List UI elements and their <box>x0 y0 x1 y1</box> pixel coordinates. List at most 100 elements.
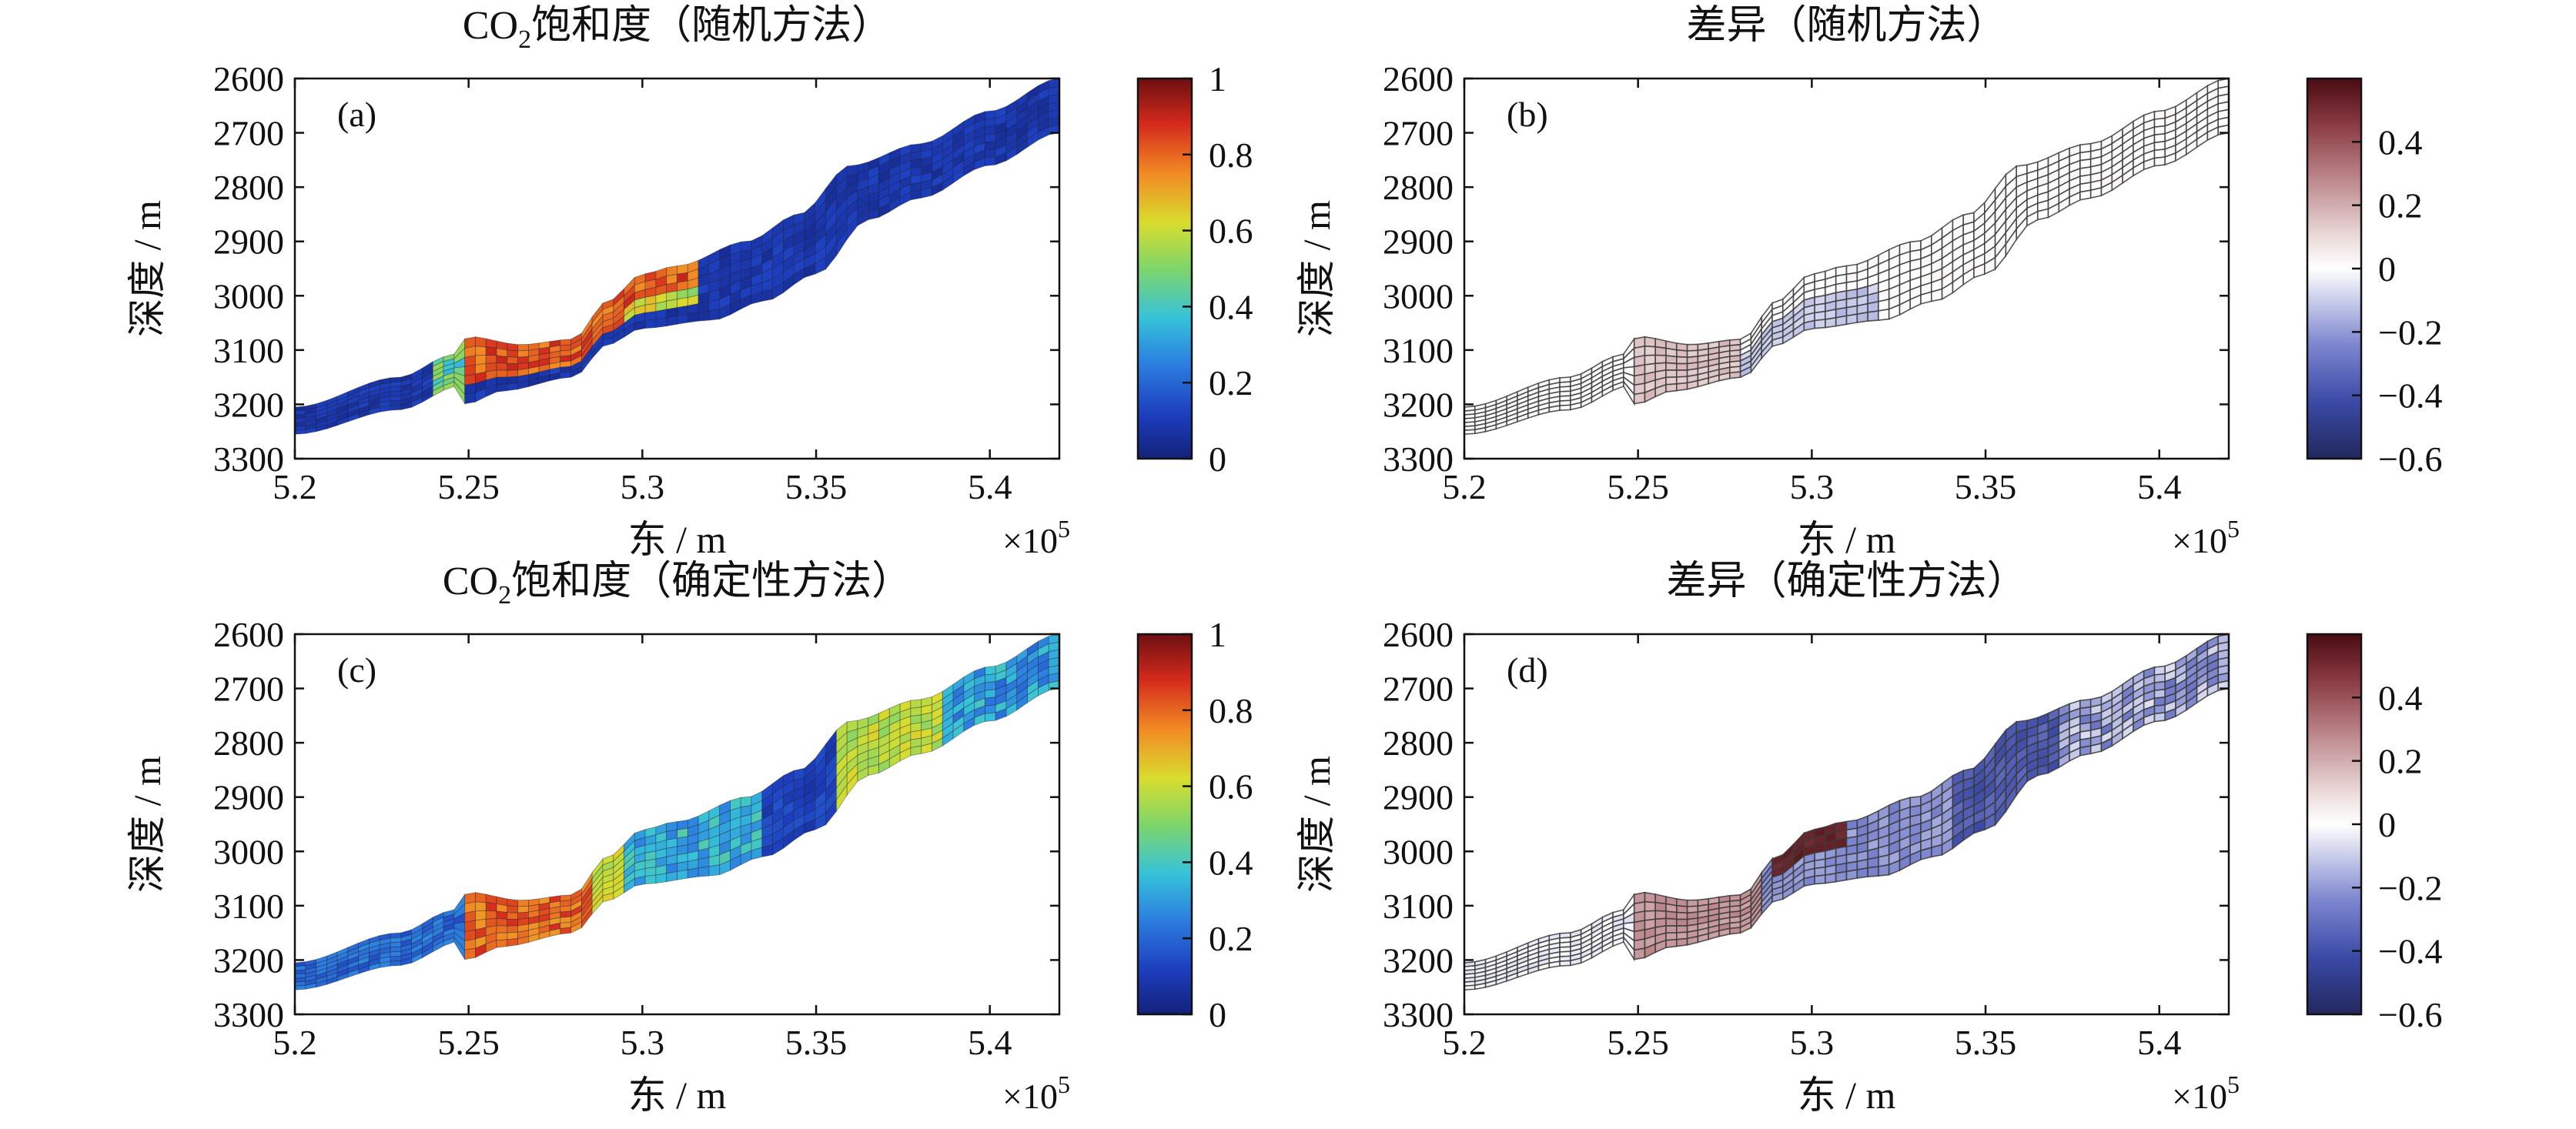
y-tick-label: 3300 <box>213 439 284 479</box>
y-tick-label: 2900 <box>1383 222 1454 262</box>
chart-title-prefix: 差异（随机方法） <box>1686 4 2006 48</box>
grid-cell <box>507 369 518 378</box>
plot-frame <box>293 633 1061 1016</box>
grid-cell <box>2079 745 2092 757</box>
grid-cell <box>485 355 497 364</box>
x-axis-multiplier: ×105 <box>1002 515 1070 560</box>
x-tick-label: 5.4 <box>968 1023 1012 1062</box>
grid-cell <box>2089 742 2103 755</box>
x-axis-label: 东 / m <box>628 1074 727 1117</box>
grid-cell <box>687 312 699 323</box>
grid-cell <box>1676 349 1688 359</box>
grid-cell <box>1686 935 1699 946</box>
y-tick-label: 2800 <box>213 723 284 763</box>
grid-cell <box>496 932 508 941</box>
grid-cell <box>485 346 497 356</box>
grid-cell <box>1665 938 1678 949</box>
grid-cell <box>507 356 518 365</box>
grid-cell <box>644 874 657 885</box>
grid-cell <box>985 673 996 683</box>
grid-cell <box>507 342 518 352</box>
grid-cell <box>644 319 657 329</box>
x-axis-multiplier-base: ×10 <box>1002 1077 1058 1116</box>
grid-cell <box>1676 904 1688 914</box>
grid-cell <box>1729 371 1741 379</box>
y-tick-label: 2800 <box>1383 723 1454 763</box>
y-tick-label: 2800 <box>213 168 284 207</box>
grid-cell <box>496 925 508 934</box>
x-tick-label: 5.3 <box>1790 467 1835 506</box>
reservoir-grid <box>294 78 1060 435</box>
grid-cell <box>507 912 518 920</box>
grid-cell <box>910 745 922 757</box>
grid-cell <box>708 864 721 877</box>
grid-cell <box>496 939 508 948</box>
colorbar-tick-label: 0.2 <box>2378 742 2423 781</box>
grid-cell <box>1845 313 1858 326</box>
grid-cell <box>1814 319 1826 329</box>
reservoir-grid <box>1464 78 2230 436</box>
grid-cell <box>475 892 487 904</box>
grid-cell <box>708 309 721 321</box>
grid-cell <box>560 927 571 935</box>
x-tick-label: 5.25 <box>437 1023 500 1062</box>
y-tick-label: 3200 <box>213 385 284 424</box>
grid-cell <box>644 867 657 877</box>
grid-cell <box>1856 311 1868 323</box>
plot-frame <box>293 77 1061 460</box>
grid-cell <box>560 371 571 379</box>
grid-cell <box>475 901 487 912</box>
grid-cell <box>1803 319 1815 332</box>
grid-cell <box>507 905 518 914</box>
y-axis-label: 深度 / m <box>1295 756 1338 893</box>
x-tick-label: 5.3 <box>621 1023 665 1062</box>
grid-cell <box>507 362 518 371</box>
x-tick-label: 5.2 <box>1442 1023 1487 1062</box>
grid-cell <box>698 857 710 869</box>
chart-title-rest: 饱和度（确定性方法） <box>511 559 912 603</box>
colorbar-tick-label: 0.6 <box>1209 767 1253 807</box>
colorbar-tick-label: 0.6 <box>1209 212 1253 251</box>
grid-cell <box>1814 874 1826 885</box>
grid-cell <box>985 666 996 676</box>
grid-cell <box>985 118 996 128</box>
grid-cell <box>655 873 667 884</box>
grid-cell <box>1464 984 1476 991</box>
x-tick-label: 5.2 <box>273 467 317 506</box>
colorbar-tick-label: 0.2 <box>1209 363 1253 402</box>
grid-cell <box>985 125 996 135</box>
grid-cell <box>475 910 487 921</box>
y-tick-label: 3300 <box>1383 439 1454 479</box>
x-tick-label: 5.4 <box>968 467 1012 506</box>
x-tick-label: 5.35 <box>1955 1023 2017 1062</box>
grid-cell <box>485 902 497 912</box>
x-axis-multiplier-base: ×10 <box>2172 521 2227 560</box>
y-tick-label: 3100 <box>1383 887 1454 926</box>
reservoir-grid <box>294 633 1060 990</box>
grid-cell <box>1654 346 1667 356</box>
panel-b: 5.2 5.25 5.3 5.35 5.4 2600 2700 2800 2900 3000 310… <box>1295 4 2442 561</box>
grid-cell <box>496 362 508 371</box>
grid-cell <box>1654 910 1667 920</box>
x-axis-multiplier-exponent: 5 <box>1058 1071 1070 1098</box>
y-tick-label: 3000 <box>1383 276 1454 316</box>
grid-cell <box>1686 379 1699 390</box>
grid-cell <box>985 696 996 706</box>
y-tick-label: 3300 <box>1383 995 1454 1034</box>
colorbar-tick-label: 0.8 <box>1209 691 1253 730</box>
x-axis-multiplier-exponent: 5 <box>2227 515 2240 543</box>
grid-cell <box>464 392 476 405</box>
grid-cell <box>1644 891 1656 904</box>
grid-cell <box>1878 863 1890 877</box>
x-axis-multiplier-base: ×10 <box>1002 521 1058 560</box>
grid-cell <box>1644 336 1656 348</box>
grid-cell <box>390 960 402 967</box>
grid-cell <box>1559 960 1571 967</box>
x-tick-label: 5.35 <box>1955 467 2017 506</box>
grid-cell <box>985 110 996 120</box>
grid-cell <box>910 189 922 201</box>
plot-frame <box>1463 77 2230 460</box>
grid-cell <box>1676 911 1688 920</box>
x-tick-label: 5.2 <box>1442 467 1487 506</box>
grid-cell <box>496 376 508 386</box>
